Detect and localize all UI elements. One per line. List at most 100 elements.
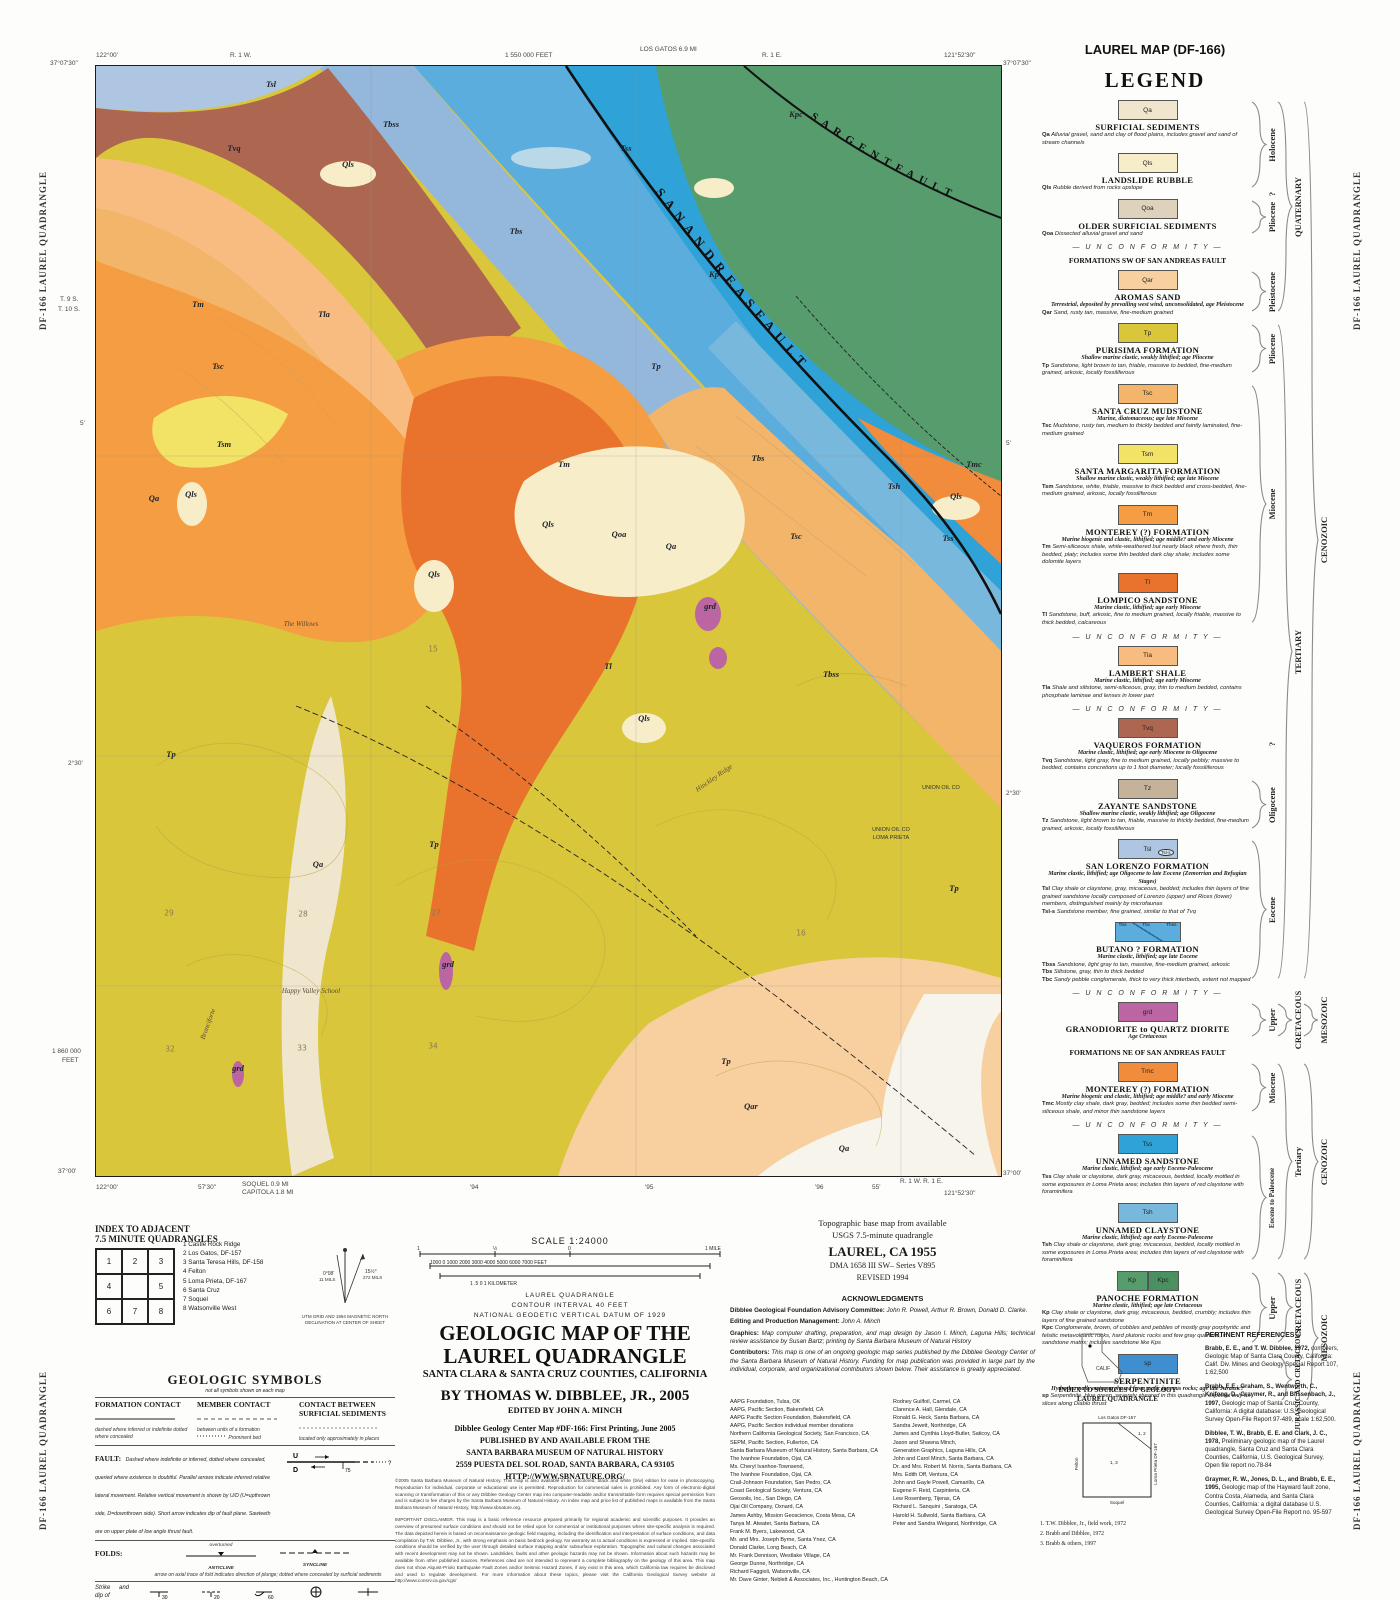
list-item: 2 Los Gatos, DF-157 bbox=[183, 1250, 242, 1258]
list-item: AAPG, Pacific Section individual member … bbox=[730, 1423, 854, 1430]
map-title-line1: GEOLOGIC MAP OF THE bbox=[439, 1321, 691, 1345]
legend-unit-Qls: Qls LANDSLIDE RUBBLE Qls Rubble derived fr… bbox=[1040, 153, 1255, 193]
list-item: 6 Santa Cruz bbox=[183, 1286, 220, 1294]
legend-swatch: Tl bbox=[1117, 572, 1178, 593]
map-margin-text: 37°00' bbox=[1003, 1170, 1022, 1177]
section-grid bbox=[96, 66, 1001, 1176]
ref: Graymer, R. W., Jones, D. L., and Brabb,… bbox=[1205, 1477, 1336, 1516]
list-item: James and Cynthia Lloyd-Butler, Saticoy,… bbox=[893, 1431, 1000, 1438]
list-item: AAPG Pacific Section Foundation, Bakersf… bbox=[730, 1415, 851, 1422]
symbol-vertical: vertical bbox=[343, 1584, 395, 1600]
legend-swatch: Tp bbox=[1117, 323, 1178, 344]
list-item: Mr. Dave Ginter, Neblett & Associates, I… bbox=[730, 1577, 888, 1584]
map-canvas: S A N A N D R E A S F A U L T S A R G E … bbox=[96, 66, 1001, 1176]
map-margin-text: 37°00' bbox=[58, 1168, 77, 1175]
age-bracket-label: Miocene bbox=[1267, 1072, 1277, 1103]
legend-unit-Tmc: Tmc MONTEREY (?) FORMATION Marine biogenic… bbox=[1040, 1061, 1255, 1117]
list-item: Mr. and Mrs. Joseph Byrne, Santa Ynez, C… bbox=[730, 1536, 836, 1543]
symbol-overturned: 60overturned bbox=[239, 1584, 291, 1600]
sources-list: 1. T.W. Dibblee, Jr., field work, 1972 2.… bbox=[1040, 1520, 1195, 1550]
quad-grid-cell: 3 bbox=[148, 1249, 174, 1274]
legend-unit-Tsh: Tsh UNNAMED CLAYSTONE Marine clastic, lith… bbox=[1040, 1202, 1255, 1265]
age-bracket-label: Holocene bbox=[1267, 127, 1277, 162]
map-margin-text: LOS GATOS 6.9 MI bbox=[640, 46, 697, 53]
quad-grid-cell: 2 bbox=[122, 1249, 148, 1274]
quad-grid-cell: 4 bbox=[96, 1274, 122, 1299]
legend-swatch: Tsc bbox=[1117, 383, 1178, 404]
map-margin-text: 37°07'30" bbox=[1003, 60, 1031, 67]
list-item: The Ivanhoe Foundation, Ojai, CA bbox=[730, 1455, 812, 1462]
age-bracket-label: Eocene bbox=[1267, 896, 1277, 923]
legend-unit-Tvq: Tvq VAQUEROS FORMATION Marine clastic, lit… bbox=[1040, 718, 1255, 773]
svg-text:½: ½ bbox=[493, 1246, 498, 1252]
legend-swatch: Tvq bbox=[1117, 718, 1178, 739]
age-bracket-label: CENOZOIC bbox=[1319, 516, 1329, 564]
list-item: John and Carol Minch, Santa Barbara, CA bbox=[893, 1455, 994, 1462]
fault-symbol: U D ? 75 bbox=[287, 1453, 392, 1474]
acknowledgments: ACKNOWLEDGMENTS Dibblee Geological Found… bbox=[730, 1294, 1035, 1378]
svg-text:0°08': 0°08' bbox=[323, 1271, 334, 1277]
contour-lines-2 bbox=[175, 315, 917, 577]
legend-swatch: Tss bbox=[1117, 1134, 1178, 1155]
age-bracket-label: CRETACEOUS bbox=[1293, 990, 1303, 1050]
legend-heading: LEGEND bbox=[1104, 68, 1206, 92]
contributors-right: Rodney Guilfoil, Carmel, CA Clarence A. H… bbox=[893, 1398, 1040, 1585]
legend-section-header: FORMATIONS NE OF SAN ANDREAS FAULT bbox=[1069, 1047, 1226, 1057]
legend-swatch: Tmc bbox=[1117, 1061, 1178, 1082]
svg-text:D: D bbox=[293, 1467, 298, 1474]
age-bracket-label: QUATERNARY bbox=[1293, 176, 1303, 237]
svg-text:20: 20 bbox=[214, 1595, 220, 1600]
svg-text:Los Gatos DF-157: Los Gatos DF-157 bbox=[1098, 1415, 1136, 1420]
age-bracket-label: JURASSIC AND CRETACEOUS bbox=[1294, 1329, 1302, 1430]
legend-unit-Tz: Tz ZAYANTE SANDSTONE Shallow marine clasti… bbox=[1040, 778, 1255, 834]
legend-swatch: Tbs Tbc Tbss bbox=[1114, 922, 1181, 943]
map-margin-text: R. 1 W. bbox=[230, 52, 252, 59]
list-item: George Dunne, Northridge, CA bbox=[730, 1561, 805, 1568]
legend-unit-Tss: Tss UNNAMED SANDSTONE Marine clastic, lith… bbox=[1040, 1134, 1255, 1196]
svg-text:?: ? bbox=[388, 1461, 392, 1467]
list-item: AAPG Foundation, Tulsa, OK bbox=[730, 1399, 801, 1405]
scale-notes: LAUREL QUADRANGLE CONTOUR INTERVAL 40 FEE… bbox=[473, 1292, 667, 1319]
map-margin-text: R. 1 E. bbox=[762, 52, 782, 59]
map-margin-text: 37°07'30" bbox=[50, 60, 78, 67]
legend-unit-Tp: Tp PURISIMA FORMATION Shallow marine clast… bbox=[1040, 323, 1255, 378]
sed-dip-row: Strike and dip of Sedimentary rocks 30in… bbox=[95, 1580, 395, 1600]
list-item: 7 Soquel bbox=[183, 1295, 208, 1303]
copyright-paragraph: ©2005 Santa Barbara Museum of Natural Hi… bbox=[395, 1478, 715, 1511]
svg-text:1 MILE: 1 MILE bbox=[705, 1246, 722, 1252]
san-andreas-fault-line bbox=[564, 66, 1001, 615]
ack-p: Dibblee Geological Foundation Advisory C… bbox=[730, 1307, 1028, 1314]
svg-text:0: 0 bbox=[568, 1246, 571, 1252]
map-margin-text: 2°30' bbox=[1006, 790, 1021, 797]
map-margin-text: CAPITOLA 1.8 MI bbox=[242, 1189, 294, 1196]
map-margin-text: 1 550 000 FEET bbox=[505, 52, 553, 59]
age-bracket-label: Eocene to Paleocene bbox=[1268, 1167, 1276, 1228]
list-item: 1 Castle Rock Ridge bbox=[183, 1241, 241, 1248]
contour-lines bbox=[155, 673, 907, 1147]
sargent-fault-line bbox=[743, 66, 1001, 219]
map-margin-text: 1 860 000 bbox=[52, 1048, 81, 1055]
legend-list: Qa SURFICIAL SEDIMENTS Qa Alluvial gravel,… bbox=[1040, 100, 1255, 1414]
legend-swatch: Tm bbox=[1117, 504, 1178, 525]
map-margin-text: 57'30" bbox=[198, 1184, 217, 1191]
declination-diagram: 0°08' 11 MILS 15½° 272 MILS UTM GRID AND… bbox=[295, 1245, 395, 1327]
legend-unit-Tla: Tla LAMBERT SHALE Marine clastic, lithifie… bbox=[1040, 645, 1255, 701]
map-subtitle: SANTA CLARA & SANTA CRUZ COUNTIES, CALIF… bbox=[422, 1369, 708, 1381]
list-item: 2. Brabb and Dibblee, 1972 bbox=[1040, 1530, 1105, 1537]
disclaimer-paragraph: IMPORTANT DISCLAIMER. This map is a basi… bbox=[395, 1517, 715, 1584]
legend-unit-grd: grd GRANODIORITE to QUARTZ DIORITE Age Cre… bbox=[1040, 1002, 1255, 1042]
list-item: Richard L. Sanquini , Saratoga, CA bbox=[893, 1504, 977, 1511]
list-item: Coast Geological Society, Ventura, CA bbox=[730, 1488, 822, 1495]
list-item: Harold H. Sullwold, Santa Barbara, CA bbox=[893, 1512, 986, 1519]
age-bracket-label: ? bbox=[1267, 741, 1277, 746]
list-item: James Ashby, Mission Geoscience, Costa M… bbox=[730, 1512, 856, 1519]
unconformity-divider: — U N C O N F O R M I T Y — bbox=[1072, 1122, 1223, 1130]
svg-text:Loma Prieta DF-167: Loma Prieta DF-167 bbox=[1153, 1443, 1158, 1485]
map-margin-text: R. 1 W. R. 1 E. bbox=[900, 1178, 943, 1185]
declination-arrows: 0°08' 11 MILS 15½° 272 MILS bbox=[319, 1248, 382, 1304]
unconformity-divider: — U N C O N F O R M I T Y — bbox=[1072, 633, 1223, 641]
age-bracket-label: Tertiary bbox=[1293, 1146, 1303, 1177]
map-margin-text: 121°52'30" bbox=[944, 52, 976, 59]
map-margin-text: 121°52'30" bbox=[944, 1190, 976, 1197]
